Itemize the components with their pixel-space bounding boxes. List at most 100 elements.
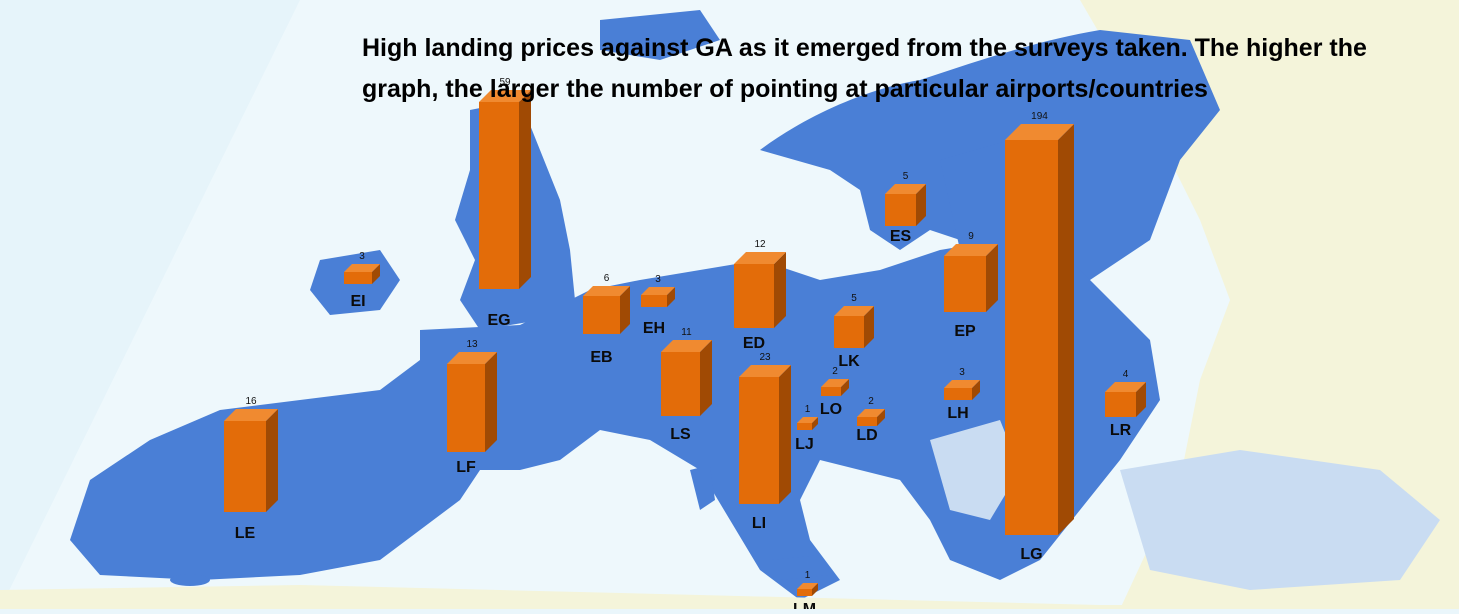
bar-front xyxy=(344,272,372,284)
bar-side xyxy=(620,286,630,334)
bar-top xyxy=(1005,124,1074,140)
bar-side xyxy=(972,380,980,400)
bar-side xyxy=(841,379,849,396)
island xyxy=(170,574,210,586)
bar-top xyxy=(857,409,885,417)
bar-top xyxy=(944,380,980,388)
bar-front xyxy=(834,316,864,348)
bar-front xyxy=(583,296,620,334)
bar-eb: 6 EB xyxy=(583,273,630,366)
bar-side xyxy=(812,417,818,430)
bar-eh: 3 EH xyxy=(641,274,675,337)
bar-lg: 194 LG xyxy=(1005,111,1074,563)
bar-top xyxy=(1105,382,1146,392)
category-label: ES xyxy=(890,228,912,245)
bar-front xyxy=(1105,392,1136,417)
bar-side xyxy=(266,409,278,512)
category-label: EB xyxy=(590,349,612,366)
bar-lk: 5 LK xyxy=(834,293,874,370)
bar-side xyxy=(779,365,791,504)
bar-side xyxy=(774,252,786,328)
bar-es: 5 ES xyxy=(885,171,926,245)
data-label: 5 xyxy=(851,293,857,304)
bar-top xyxy=(583,286,630,296)
category-label: LG xyxy=(1020,546,1042,563)
category-label: EG xyxy=(487,312,510,329)
bar-front xyxy=(734,264,774,328)
bar-front xyxy=(821,387,841,396)
data-label: 12 xyxy=(754,239,766,250)
bar-top xyxy=(224,409,278,421)
bar-ei: 3 EI xyxy=(344,251,380,310)
data-label: 5 xyxy=(903,171,909,182)
bar-top xyxy=(739,365,791,377)
bar-side xyxy=(812,583,818,596)
data-label: 2 xyxy=(832,366,838,377)
category-label: LS xyxy=(670,426,691,443)
balkans-area xyxy=(930,420,1020,520)
bar-top xyxy=(885,184,926,194)
category-label: EP xyxy=(954,323,976,340)
data-label: 59 xyxy=(499,77,511,88)
data-label: 16 xyxy=(245,396,257,407)
category-label: LM xyxy=(793,601,816,609)
category-label: LI xyxy=(752,515,766,532)
bar-front xyxy=(447,364,485,452)
bar-top xyxy=(821,379,849,387)
category-label: LE xyxy=(235,525,256,542)
bar-ld: 2 LD xyxy=(856,396,885,444)
bar-ep: 9 EP xyxy=(944,231,998,340)
bar-side xyxy=(667,287,675,307)
bar-side xyxy=(1136,382,1146,417)
bar-front xyxy=(641,295,667,307)
category-label: LD xyxy=(856,427,877,444)
data-label: 13 xyxy=(466,339,478,350)
category-label: LF xyxy=(456,459,476,476)
bar-top xyxy=(834,306,874,316)
bar-front xyxy=(797,589,812,596)
category-label: EH xyxy=(643,320,665,337)
category-label: EI xyxy=(350,293,365,310)
bar-front xyxy=(944,388,972,400)
data-label: 3 xyxy=(959,367,965,378)
bar-lo: 2 LO xyxy=(820,366,849,418)
bar-side xyxy=(485,352,497,452)
bar-top xyxy=(447,352,497,364)
category-label: LJ xyxy=(795,436,814,453)
bar-ls: 11 LS xyxy=(661,327,712,443)
bar-front xyxy=(479,102,519,289)
data-label: 6 xyxy=(604,273,610,284)
bar-top xyxy=(797,583,818,589)
bar-top xyxy=(344,264,380,272)
bar-lf: 13 LF xyxy=(447,339,497,476)
continental-europe xyxy=(70,240,1160,600)
bar-li: 23 LI xyxy=(739,352,791,532)
data-label: 23 xyxy=(759,352,771,363)
data-label: 3 xyxy=(655,274,661,285)
turkey-area xyxy=(1120,450,1440,590)
bar-top xyxy=(661,340,712,352)
bar-side xyxy=(519,90,531,289)
category-label: LH xyxy=(947,405,968,422)
bar-side xyxy=(1058,124,1074,535)
bar-front xyxy=(1005,140,1058,535)
data-label: 9 xyxy=(968,231,974,242)
chart-title: High landing prices against GA as it eme… xyxy=(362,34,1367,103)
bar-lj: 1 LJ xyxy=(795,404,818,453)
iceland xyxy=(600,10,720,60)
bar-front xyxy=(661,352,700,416)
data-label: 194 xyxy=(1031,111,1048,122)
bar-side xyxy=(372,264,380,284)
data-label: 4 xyxy=(1123,369,1129,380)
bar-front xyxy=(857,417,877,426)
bar-top xyxy=(734,252,786,264)
bar-top xyxy=(797,417,818,423)
sicily xyxy=(770,555,830,580)
data-label: 1 xyxy=(805,404,811,415)
bar-top xyxy=(944,244,998,256)
bar-ed: 12 ED xyxy=(734,239,786,352)
bar-side xyxy=(864,306,874,348)
